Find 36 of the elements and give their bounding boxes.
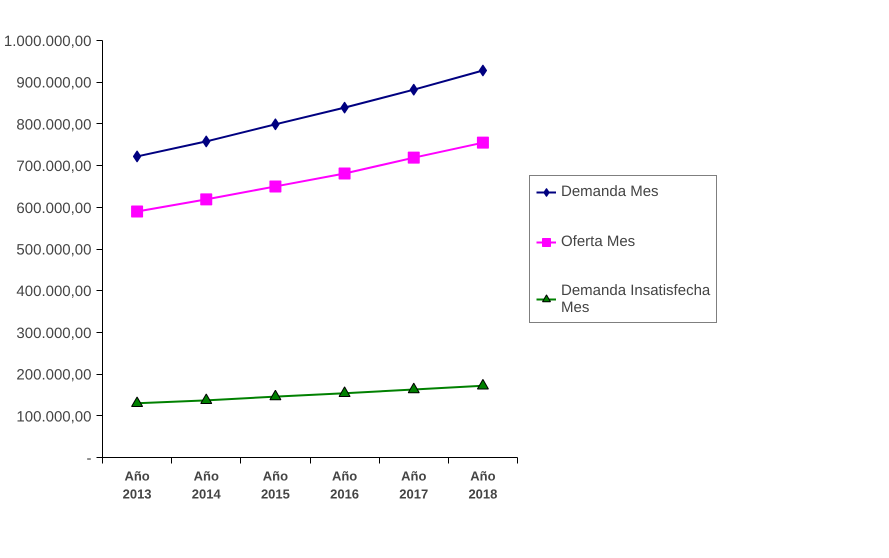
- y-tick-label: 1.000.000,00: [4, 33, 92, 50]
- point: [338, 386, 351, 397]
- point: [131, 396, 144, 407]
- legend-label: Oferta Mes: [561, 233, 636, 250]
- legend-label: Demanda Insatisfecha Mes: [561, 282, 710, 316]
- x-tick-label: Año 2014: [192, 468, 222, 502]
- x-tick-label: Año 2016: [330, 468, 360, 502]
- point: [271, 118, 280, 130]
- x-tick-label: Año 2015: [260, 468, 290, 502]
- point: [200, 193, 212, 206]
- point: [408, 382, 420, 394]
- y-tick-label: 600.000,00: [16, 200, 92, 217]
- legend-label: Demanda Mes: [561, 183, 659, 200]
- y-tick-label: 200.000,00: [16, 366, 92, 384]
- y-tick-label: 300.000,00: [16, 324, 92, 342]
- point: [132, 150, 142, 162]
- y-tick-label: -: [86, 450, 92, 467]
- y-tick-label: 800.000,00: [16, 116, 92, 134]
- point: [269, 390, 282, 400]
- x-tick-label: Año 2013: [122, 468, 152, 502]
- point: [200, 394, 212, 404]
- y-tick-label: 100.000,00: [16, 408, 92, 426]
- point: [476, 136, 489, 149]
- y-tick-label: 700.000,00: [16, 158, 92, 176]
- x-tick-label: Año 2017: [399, 468, 428, 502]
- y-tick-label: 400.000,00: [16, 283, 92, 300]
- point: [338, 168, 351, 180]
- point: [408, 152, 420, 164]
- x-tick-label: Año 2018: [468, 468, 498, 502]
- point: [340, 102, 349, 114]
- point: [269, 180, 282, 192]
- point: [478, 64, 488, 77]
- point: [131, 205, 144, 218]
- point: [476, 378, 489, 390]
- y-tick-label: 500.000,00: [16, 242, 92, 258]
- y-tick-label: 900.000,00: [16, 74, 92, 92]
